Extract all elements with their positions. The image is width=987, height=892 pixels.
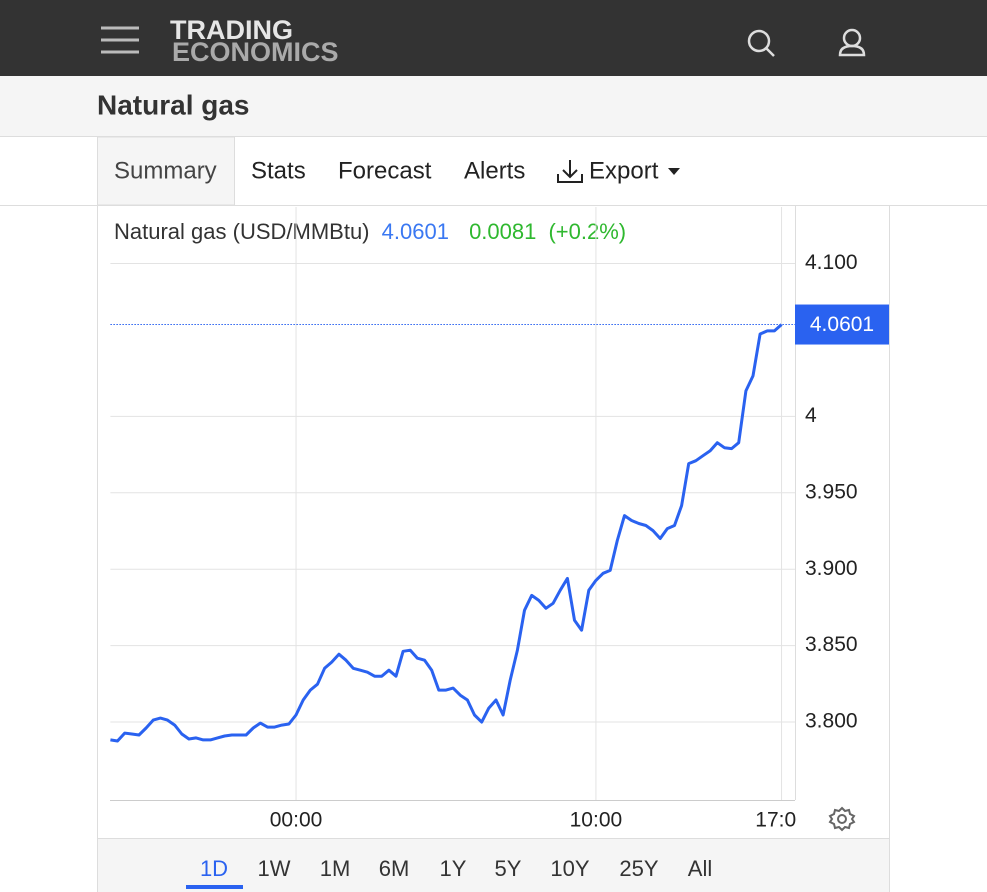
range-button[interactable]: 1D — [200, 856, 228, 881]
settings-icon[interactable] — [828, 806, 856, 832]
x-tick-label: 00:00 — [270, 809, 323, 832]
y-tick-label: 3.800 — [805, 710, 858, 733]
y-tick-label: 4.100 — [805, 251, 858, 274]
search-icon[interactable] — [747, 29, 775, 57]
tab[interactable]: Alerts — [464, 157, 525, 184]
x-axis: 00:00 10:00 17:00 — [270, 809, 808, 832]
user-icon[interactable] — [838, 28, 866, 57]
plot — [110, 207, 795, 800]
range-button[interactable]: 25Y — [619, 856, 658, 881]
title-bar — [0, 76, 987, 136]
y-tick-label: 4 — [805, 404, 817, 427]
logo-line: TRADING — [170, 15, 293, 45]
page-title: Natural gas — [97, 89, 250, 120]
x-tick-label: 10:00 — [570, 809, 623, 832]
current-value-label: 4.0601 — [810, 313, 874, 336]
range-button[interactable]: 5Y — [495, 856, 522, 881]
range-bar — [98, 839, 889, 892]
y-tick-label: 3.900 — [805, 557, 858, 580]
tab[interactable]: Forecast — [338, 157, 432, 184]
range-button[interactable]: 1W — [258, 856, 291, 881]
axes: 3.800 3.850 3.900 3.950 4 4.100 4.0601 — [795, 251, 889, 733]
current-value-box — [795, 304, 889, 345]
y-tick-label: 3.950 — [805, 480, 858, 503]
change-percent: (+0.2%) — [548, 219, 626, 244]
active-range-underline — [186, 885, 243, 889]
range-button[interactable]: 6M — [379, 856, 410, 881]
range-selector: 1D 1W 1M 6M 1Y 5Y 10Y 25Y All — [186, 856, 712, 889]
top-bar — [0, 0, 987, 76]
logo-line: ECONOMICS — [172, 37, 339, 67]
range-button[interactable]: All — [688, 856, 712, 881]
download-icon — [557, 160, 583, 183]
range-button[interactable]: 1M — [320, 856, 351, 881]
chart-title: Natural gas (USD/MMBtu) — [114, 219, 370, 244]
menu-button[interactable] — [101, 26, 139, 54]
dropdown-caret — [668, 168, 680, 175]
chart-header: Natural gas (USD/MMBtu) 4.0601 0.0081 (+… — [114, 219, 626, 244]
y-tick-label: 3.850 — [805, 633, 858, 656]
tab[interactable]: Summary — [114, 157, 217, 184]
x-tick-label: 17:00 — [755, 809, 808, 832]
range-button[interactable]: 10Y — [550, 856, 589, 881]
logo[interactable]: TRADING ECONOMICS — [170, 15, 339, 67]
tab[interactable]: Export — [589, 157, 659, 184]
change: 0.0081 — [469, 219, 536, 244]
tab[interactable]: Stats — [251, 157, 306, 184]
range-button[interactable]: 1Y — [440, 856, 467, 881]
price-line — [110, 323, 783, 743]
current-value: 4.0601 — [382, 219, 449, 244]
